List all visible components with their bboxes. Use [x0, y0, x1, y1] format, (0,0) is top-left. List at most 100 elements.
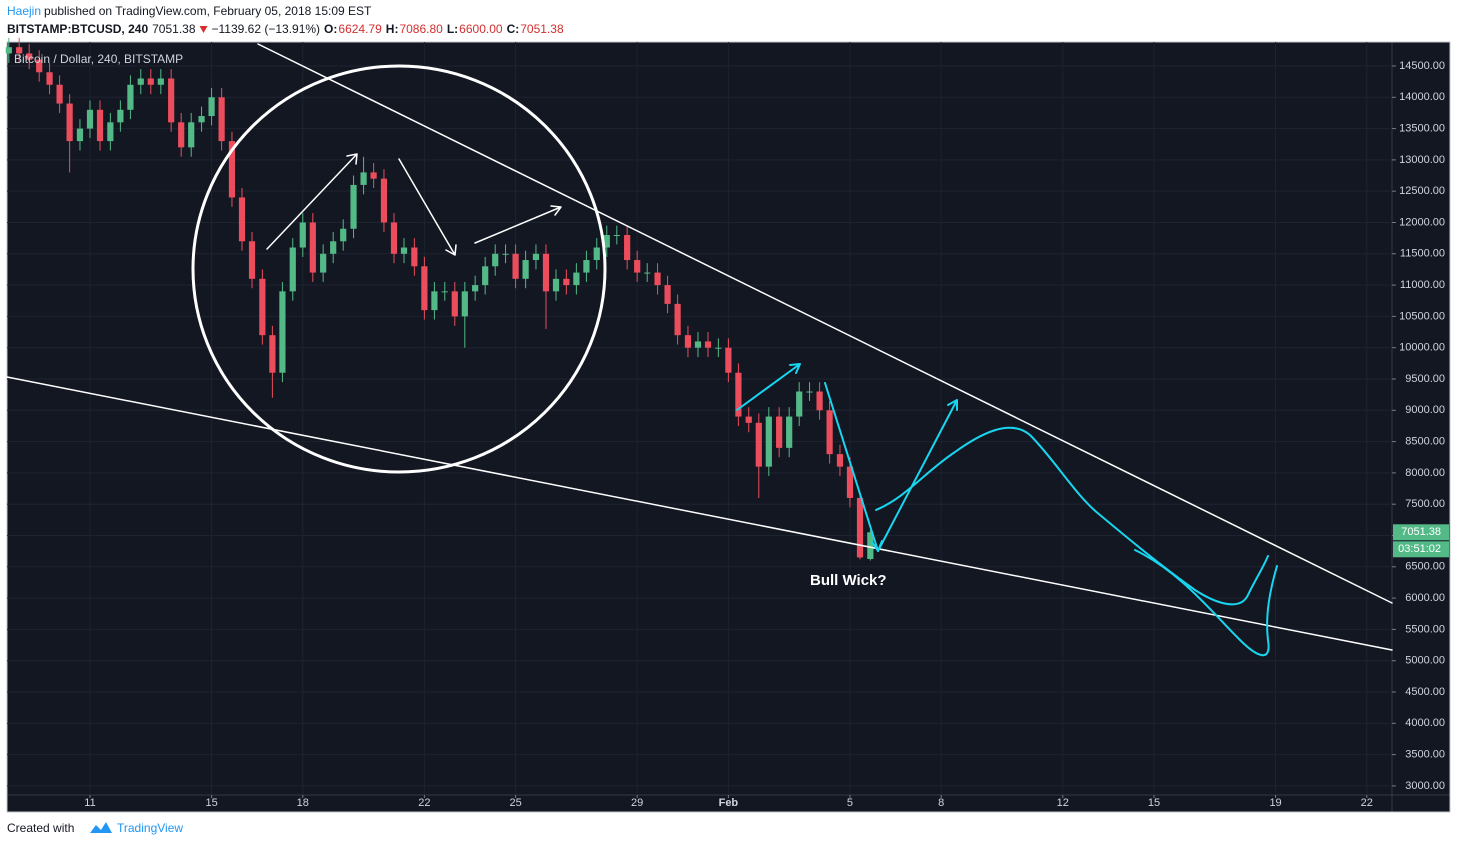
y-tick-label: 10500.00	[1399, 310, 1445, 322]
header-field: BITSTAMP:BTCUSD, 240	[7, 22, 148, 36]
trend-line	[6, 376, 1393, 651]
candle-body	[320, 253, 327, 273]
candle-body	[441, 291, 448, 293]
candle-body	[806, 391, 813, 393]
candle-body	[147, 78, 154, 85]
footer-brand[interactable]: TradingView	[117, 821, 183, 835]
candle-body	[279, 291, 286, 373]
cyan-drawings	[736, 363, 1278, 657]
candle-body	[542, 253, 550, 292]
candle-body	[76, 128, 84, 142]
arrow	[398, 158, 457, 256]
candle-body	[482, 266, 489, 286]
y-tick-label: 5000.00	[1405, 655, 1445, 667]
header-field: 7051.38	[152, 22, 196, 36]
y-tick-label: 8000.00	[1405, 467, 1445, 479]
candle-body	[16, 47, 23, 54]
axis-labels: 3000.00 3500.00 4000.00 4500.00 5000.00 5500.…	[84, 60, 1449, 809]
candle-body	[674, 303, 681, 336]
header-field: L:	[447, 22, 458, 36]
time-axis	[7, 795, 1450, 812]
candle-body	[350, 184, 357, 229]
y-tick-label: 4500.00	[1405, 686, 1445, 698]
candle-body	[776, 416, 783, 448]
candle-body	[157, 78, 164, 85]
arrow	[266, 153, 358, 250]
candle-body	[735, 372, 742, 417]
y-tick-label: 6500.00	[1405, 561, 1445, 573]
candle-body	[654, 272, 661, 286]
candle-body	[856, 497, 864, 558]
x-tick-label: 12	[1057, 797, 1069, 809]
candle-body	[370, 172, 377, 179]
candle-body	[613, 235, 620, 237]
y-tick-label: 12000.00	[1399, 216, 1445, 228]
drawings	[6, 43, 1393, 657]
candle-body	[46, 72, 53, 85]
white-arrows	[266, 153, 562, 256]
candle-body	[127, 84, 134, 110]
candle-body	[380, 178, 388, 223]
header-field: 7051.38	[520, 22, 564, 36]
candle-body	[563, 278, 570, 286]
x-tick-label: 29	[631, 797, 643, 809]
candle-body	[198, 116, 205, 123]
candle-body	[411, 247, 418, 267]
candle-body	[26, 53, 33, 60]
y-tick-label: 6000.00	[1405, 592, 1445, 604]
last-price-label: 7051.38	[1401, 526, 1441, 538]
candle-body	[603, 235, 610, 248]
author[interactable]: Haejin	[7, 4, 41, 18]
x-tick-label: 5	[847, 797, 853, 809]
arrow	[736, 363, 801, 411]
footer-text: Created with	[7, 821, 74, 835]
candle-body	[107, 122, 114, 142]
candle-body	[867, 532, 874, 559]
candle-body	[238, 197, 246, 242]
candle-body	[836, 454, 844, 467]
y-tick-label: 11500.00	[1400, 248, 1445, 260]
candle-body	[330, 241, 337, 254]
candle-body	[502, 253, 509, 255]
candle-body	[755, 422, 762, 467]
circle	[191, 64, 607, 474]
x-tick-label: 15	[205, 797, 217, 809]
publish-line: Haejin published on TradingView.com, Febr…	[7, 4, 372, 18]
down-arrow	[199, 26, 208, 33]
x-tick-label: 11	[84, 797, 95, 809]
arrow	[474, 205, 562, 244]
candle-body	[846, 466, 854, 498]
x-tick-label: 19	[1269, 797, 1281, 809]
candle-body	[400, 247, 408, 254]
candle-body	[644, 272, 651, 274]
candle-body	[289, 247, 296, 292]
y-tick-label: 12500.00	[1399, 185, 1445, 197]
last-price-box	[1393, 524, 1449, 541]
logo	[90, 822, 112, 833]
candle-body	[188, 122, 195, 148]
candle-body	[583, 260, 590, 273]
candle-body	[512, 253, 519, 279]
header-field: −1139.62 (−13.91%)	[212, 22, 321, 36]
y-tick-label: 9000.00	[1405, 404, 1445, 416]
candle-body	[299, 222, 306, 248]
candle-body	[664, 285, 671, 304]
y-tick-label: 11000.00	[1400, 279, 1445, 291]
candle-body	[522, 260, 529, 279]
candle-body	[816, 391, 823, 411]
candle-body	[390, 222, 398, 254]
candle-body	[715, 347, 722, 349]
candle-body	[431, 291, 438, 311]
candle-body	[218, 97, 225, 142]
published: published on TradingView.com, February 0…	[44, 4, 372, 18]
candle-body	[168, 78, 175, 123]
header-field: H:	[386, 22, 399, 36]
trend-line	[257, 43, 1393, 604]
candle-body	[634, 260, 641, 273]
y-tick-label: 13500.00	[1399, 122, 1445, 134]
candle-body	[552, 278, 560, 292]
x-tick-label: 18	[297, 797, 309, 809]
candle-body	[725, 347, 732, 373]
candle-body	[573, 272, 580, 286]
y-tick-label: 5500.00	[1405, 623, 1445, 635]
